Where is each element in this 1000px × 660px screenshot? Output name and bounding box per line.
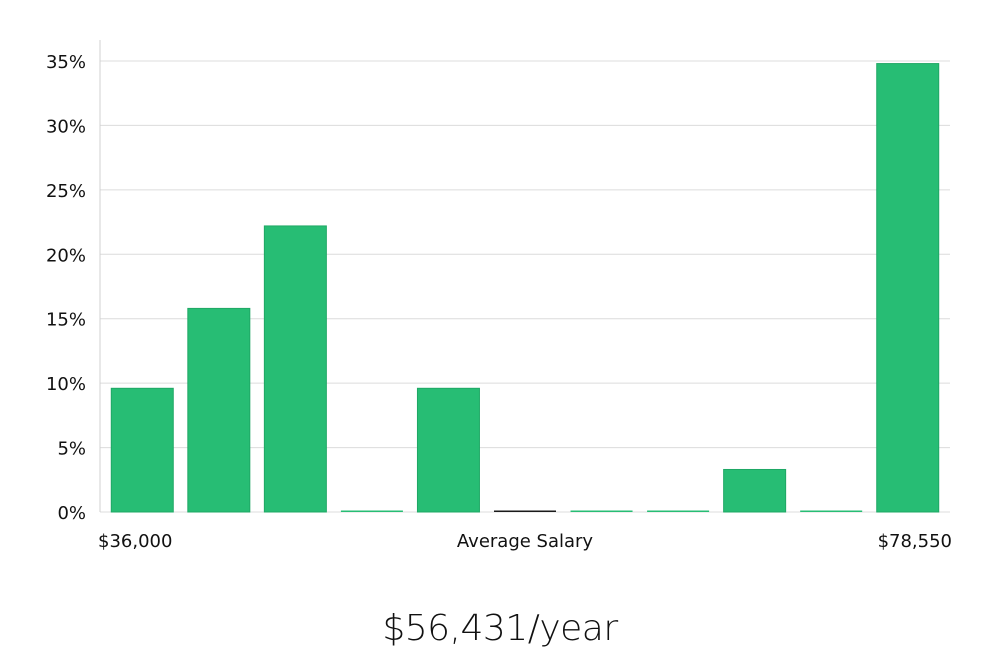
average-salary-summary: $56,431/year <box>382 608 618 649</box>
bar <box>187 307 251 513</box>
bar <box>110 387 174 513</box>
bar <box>876 63 940 513</box>
x-axis-title: Average Salary <box>457 531 594 552</box>
y-tick-label: 15% <box>46 310 86 331</box>
y-tick-label: 25% <box>46 181 86 202</box>
y-tick-label: 10% <box>46 374 86 395</box>
y-tick-label: 5% <box>57 439 86 460</box>
x-axis-end-label: $78,550 <box>878 531 952 552</box>
bar <box>723 468 787 513</box>
bar <box>494 510 556 512</box>
y-tick-label: 20% <box>46 245 86 266</box>
bar <box>800 510 863 512</box>
salary-histogram: 0% 5% 10% 15% 20% 25% 30% 35% $36,000 Average S… <box>46 40 952 552</box>
y-tick-label: 30% <box>46 116 86 137</box>
bar <box>263 225 327 513</box>
x-axis-start-label: $36,000 <box>98 531 172 552</box>
bars <box>110 63 940 513</box>
bar <box>340 510 403 512</box>
bar <box>647 510 710 512</box>
histogram-svg: 0% 5% 10% 15% 20% 25% 30% 35% $36,000 Average S… <box>46 40 952 552</box>
y-axis-tick-labels: 0% 5% 10% 15% 20% 25% 30% 35% <box>46 52 86 524</box>
y-tick-label: 0% <box>57 503 86 524</box>
bar <box>416 387 480 513</box>
y-tick-label: 35% <box>46 52 86 73</box>
bar <box>570 510 633 512</box>
